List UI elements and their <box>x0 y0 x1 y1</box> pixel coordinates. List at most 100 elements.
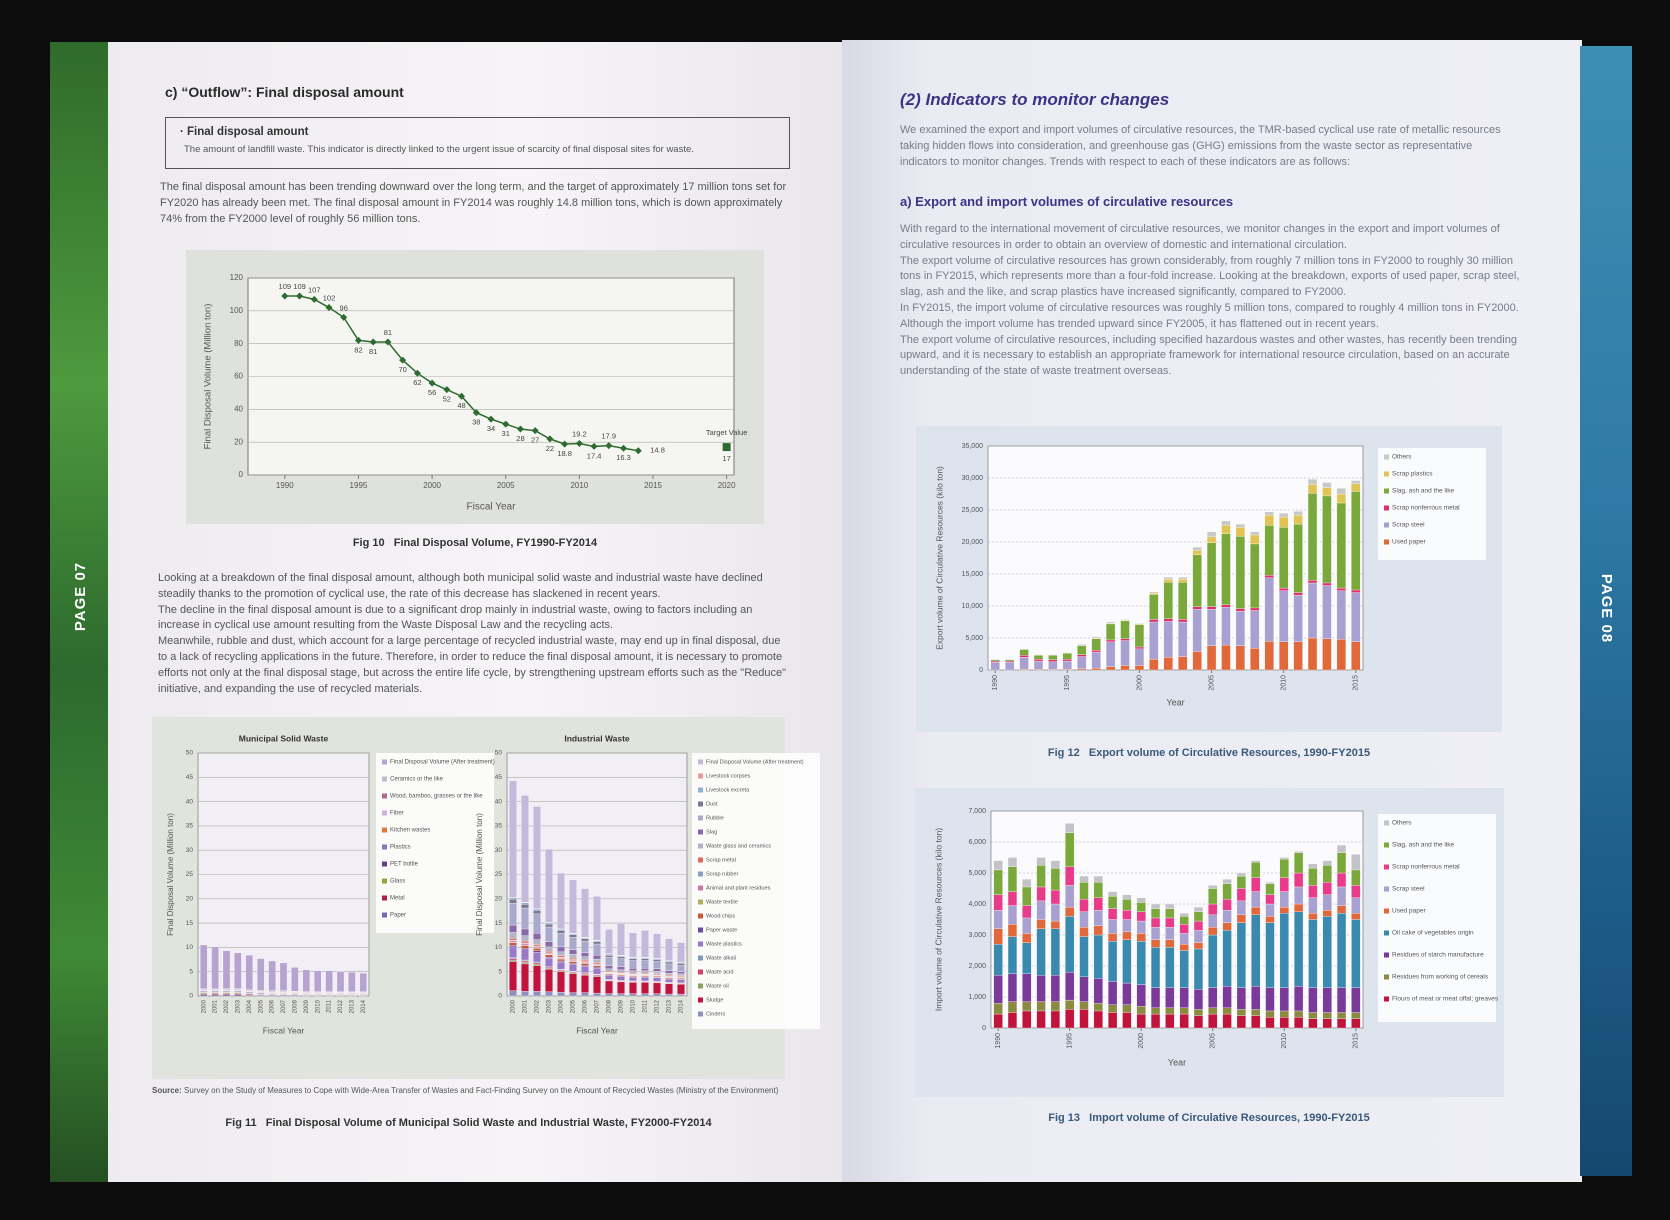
bar-segment <box>1336 872 1347 888</box>
bar-segment <box>1150 987 1161 1008</box>
bar-segment <box>990 662 1000 671</box>
bar-segment <box>569 992 577 997</box>
bar-segment <box>993 944 1003 976</box>
y-tick-label: 20 <box>186 896 194 903</box>
bar-segment <box>1163 578 1173 583</box>
bar-segment <box>581 963 589 966</box>
data-label: 22 <box>546 444 554 453</box>
bar-segment <box>1206 542 1217 607</box>
legend-label: Used paper <box>1392 908 1426 915</box>
bar-segment <box>1122 931 1132 940</box>
bar-segment <box>1336 1012 1347 1019</box>
bar-segment <box>1105 639 1116 642</box>
y-tick-label: 2,000 <box>968 963 986 970</box>
x-axis-label: Fiscal Year <box>467 502 517 513</box>
legend-label: Waste acid <box>706 969 733 975</box>
data-point <box>428 379 436 387</box>
y-tick-label: 100 <box>230 306 244 315</box>
bar-segment <box>665 963 673 971</box>
x-tick-label: 2003 <box>547 999 553 1013</box>
body-text: Looking at a breakdown of the final disp… <box>158 571 790 697</box>
chart-title: Municipal Solid Waste <box>239 733 329 743</box>
source-text: Survey on the Study of Measures to Cope … <box>184 1086 779 1095</box>
bar-segment <box>1165 927 1175 940</box>
subheading: a) Export and import volumes of circulat… <box>900 194 1234 209</box>
data-label: 70 <box>398 365 406 374</box>
data-point <box>487 415 495 423</box>
chart: 0 20 40 60 80 100 120 Final Disposal Volume (Mi… <box>186 250 764 524</box>
bar-segment <box>291 967 299 992</box>
legend-swatch <box>698 857 703 863</box>
bar-segment <box>1022 1001 1032 1012</box>
legend-swatch <box>698 955 703 961</box>
bar-segment <box>1251 1015 1261 1029</box>
bar-segment <box>1279 641 1289 671</box>
bar-segment <box>1222 1007 1232 1015</box>
bar-segment <box>581 952 589 957</box>
bar-segment <box>1307 582 1318 639</box>
legend-swatch <box>698 927 703 933</box>
y-tick-label: 40 <box>495 798 503 805</box>
bar-segment <box>557 955 565 958</box>
bar-segment <box>1050 868 1060 891</box>
bar-segment <box>521 940 529 944</box>
bar-segment <box>521 943 529 946</box>
legend-label: Flours of meat or meat offal; greaves <box>1392 996 1499 1003</box>
bar-segment <box>593 958 601 963</box>
bar-segment <box>593 955 601 960</box>
bar-segment <box>1351 592 1361 642</box>
bar-segment <box>1250 607 1260 611</box>
bar-segment <box>1322 582 1332 586</box>
bar-segment <box>1036 857 1046 866</box>
bar-segment <box>533 944 541 947</box>
legend-label: Waste plastics <box>706 941 742 947</box>
legend-label: Waste textile <box>706 899 738 905</box>
bar-segment <box>1149 591 1159 594</box>
bar-segment <box>1206 531 1217 538</box>
legend-label: Waste glass and ceramics <box>706 843 771 849</box>
legend-label: Wood chips <box>706 913 735 919</box>
y-axis-label: Final Disposal Volume (Million ton) <box>166 813 175 936</box>
bar-segment <box>1022 905 1032 919</box>
bar-segment <box>1050 1001 1060 1012</box>
bar-segment <box>257 958 265 991</box>
data-label: 31 <box>502 429 510 438</box>
bar-segment <box>1336 852 1347 874</box>
bar-segment <box>1019 655 1029 658</box>
bar-segment <box>509 924 517 933</box>
x-tick-label: 2008 <box>292 999 298 1013</box>
bar-segment <box>665 970 673 974</box>
bar-segment <box>605 929 613 954</box>
bar-segment <box>1265 1016 1275 1029</box>
bar-segment <box>1079 1009 1089 1029</box>
data-point <box>531 427 539 435</box>
bar-segment <box>1251 985 1261 1010</box>
bar-segment <box>1179 923 1189 934</box>
bar-segment <box>1019 657 1029 670</box>
bar-segment <box>521 907 529 930</box>
bar-segment <box>1250 610 1260 649</box>
legend-label: Scrap steel <box>1392 886 1425 893</box>
bar-segment <box>1293 514 1303 525</box>
x-tick-label: 2011 <box>643 999 649 1013</box>
bar-segment <box>653 961 661 969</box>
bar-segment <box>1065 823 1075 833</box>
bar-segment <box>1105 641 1116 667</box>
bar-segment <box>1208 1007 1218 1015</box>
bar-segment <box>1120 640 1130 666</box>
bar-segment <box>1222 1013 1232 1029</box>
x-tick-label: 2005 <box>497 481 515 490</box>
data-label: 17.4 <box>587 451 602 460</box>
bar-segment <box>653 968 661 972</box>
legend-swatch <box>698 983 703 989</box>
bar-segment <box>1293 641 1303 671</box>
bar-segment <box>1351 919 1361 988</box>
bar-segment <box>605 955 613 958</box>
data-label: 62 <box>413 378 421 387</box>
legend-label: Others <box>1392 454 1412 461</box>
legend-label: Used paper <box>1392 539 1426 546</box>
data-point <box>325 304 333 312</box>
bar-segment <box>593 941 601 945</box>
bar-segment <box>1206 609 1217 646</box>
paragraph: We examined the export and import volume… <box>900 124 1501 168</box>
